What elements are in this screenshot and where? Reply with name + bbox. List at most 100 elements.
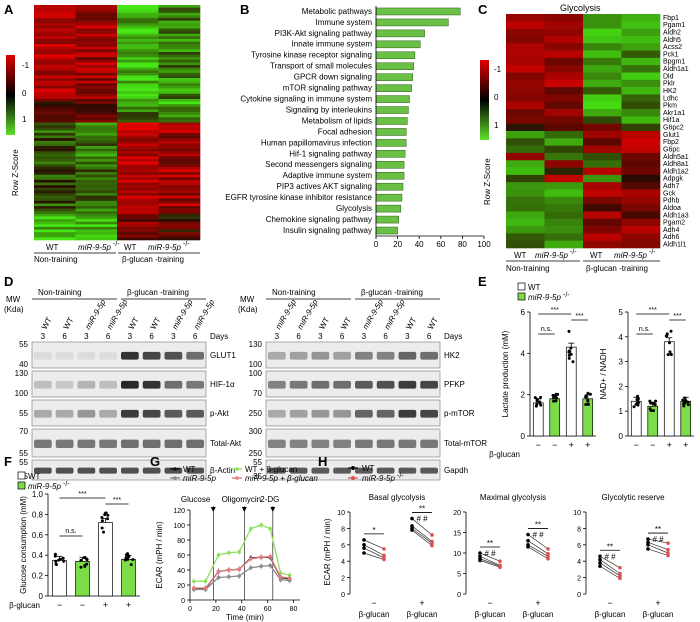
heatmap-cell bbox=[117, 169, 159, 173]
heatmap-cell bbox=[158, 164, 201, 168]
heatmap-cell bbox=[75, 164, 118, 168]
lane-label: miR-9-5p bbox=[105, 298, 130, 331]
heatmap-cell bbox=[75, 143, 118, 147]
heatmap-cell bbox=[544, 35, 584, 44]
paired-line bbox=[411, 518, 433, 536]
legend-marker bbox=[173, 476, 177, 480]
blot-band bbox=[268, 439, 286, 449]
heatmap-cell bbox=[158, 198, 201, 202]
hash-label: # # bbox=[604, 552, 616, 561]
wt-point bbox=[526, 545, 530, 549]
heatmap-cell bbox=[34, 104, 76, 108]
y-tick-label: 0 bbox=[39, 592, 44, 601]
sig-label: *** bbox=[649, 307, 657, 314]
x-sign: + bbox=[585, 440, 590, 450]
heatmap-cell bbox=[117, 114, 159, 118]
heatmap-cell bbox=[158, 10, 201, 14]
wt-point bbox=[362, 546, 366, 550]
heatmap-cell bbox=[34, 119, 76, 123]
heatmap-cell bbox=[158, 7, 201, 11]
paired-line bbox=[599, 565, 621, 579]
blot-band bbox=[420, 409, 438, 418]
heatmap-cell bbox=[34, 117, 76, 121]
y-tick-label: 6 bbox=[521, 308, 526, 317]
bar bbox=[375, 18, 449, 27]
y-tick-label: 0 bbox=[457, 592, 461, 599]
x-tick-label: 80 bbox=[458, 240, 467, 249]
data-point bbox=[57, 558, 61, 562]
heatmap-cell bbox=[621, 50, 661, 59]
lane-label: WT bbox=[317, 316, 331, 331]
heatmap-cell bbox=[621, 189, 661, 198]
blot-label: PFKP bbox=[444, 380, 465, 389]
heatmap-cell bbox=[544, 57, 584, 66]
heatmap-cell bbox=[158, 232, 201, 236]
heatmap-cell bbox=[621, 123, 661, 132]
heatmap-cell bbox=[34, 44, 76, 48]
heatmap-a bbox=[34, 5, 201, 241]
blot-band bbox=[121, 439, 139, 449]
y-tick-label: 10 bbox=[453, 551, 461, 558]
blot-band bbox=[55, 439, 74, 449]
bar bbox=[663, 341, 675, 437]
blot-band bbox=[55, 380, 74, 389]
heatmap-cell bbox=[544, 145, 584, 154]
blot-band bbox=[289, 351, 308, 360]
data-point bbox=[533, 396, 537, 400]
heatmap-cell bbox=[34, 91, 76, 95]
mw-marker: 55 bbox=[253, 458, 262, 467]
heatmap-cell bbox=[158, 75, 201, 79]
heatmap-cell bbox=[158, 130, 201, 134]
wt-point bbox=[646, 543, 650, 547]
heatmap-cell bbox=[75, 132, 118, 136]
blot-band bbox=[420, 380, 438, 389]
heatmap-cell bbox=[158, 83, 201, 87]
x-label: β-glucan bbox=[407, 610, 438, 619]
heatmap-cell bbox=[158, 36, 201, 40]
blot-band bbox=[34, 467, 52, 474]
heatmap-cell bbox=[583, 218, 622, 227]
heatmap-cell bbox=[75, 57, 118, 61]
heatmap-cell bbox=[34, 224, 76, 228]
lane-label: WT bbox=[40, 316, 54, 331]
x-label: β-glucan bbox=[489, 450, 520, 459]
heatmap-cell bbox=[75, 219, 118, 223]
bar bbox=[375, 193, 403, 202]
heatmap-cell bbox=[506, 43, 545, 51]
data-point bbox=[584, 395, 588, 399]
injection-arrow bbox=[241, 507, 247, 512]
y-tick-label: 2 bbox=[521, 391, 526, 400]
heatmap-cell bbox=[34, 114, 76, 118]
category-label: Adaptive immune system bbox=[283, 171, 373, 180]
heatmap-cell bbox=[34, 159, 76, 162]
heatmap-cell bbox=[117, 232, 159, 236]
heatmap-cell bbox=[75, 206, 118, 209]
heatmap-cell bbox=[506, 233, 545, 241]
heatmap-cell bbox=[75, 80, 118, 84]
heatmap-cell bbox=[34, 166, 76, 170]
gene-label: Fbp1 bbox=[663, 15, 679, 22]
heatmap-cell bbox=[158, 122, 201, 126]
heatmap-cell bbox=[34, 7, 76, 11]
heatmap-cell bbox=[583, 240, 622, 249]
heatmap-cell bbox=[506, 57, 545, 66]
day-label: 6 bbox=[296, 332, 301, 341]
x-sign: − bbox=[634, 440, 639, 450]
heatmap-cell bbox=[117, 88, 159, 92]
wt-point bbox=[598, 561, 602, 565]
legend-wt: WT bbox=[528, 283, 541, 292]
heatmap-cell bbox=[506, 196, 545, 205]
heatmap-cell bbox=[583, 65, 622, 73]
heatmap-cell bbox=[583, 174, 622, 183]
heatmap-cell bbox=[75, 166, 118, 170]
gene-label: Aldh5a1 bbox=[663, 154, 689, 161]
heatmap-cell bbox=[34, 12, 76, 16]
heatmap-cell bbox=[75, 25, 118, 29]
gene-label: Pck1 bbox=[663, 51, 679, 58]
legend-ko: miR-9-5p bbox=[362, 474, 395, 483]
heatmap-cell bbox=[34, 65, 76, 68]
y-axis-label: ECAR (mPH / min) bbox=[323, 518, 332, 585]
x-sign: − bbox=[371, 598, 376, 608]
gene-label: Pdhb bbox=[663, 198, 679, 205]
blot-band bbox=[164, 409, 183, 418]
